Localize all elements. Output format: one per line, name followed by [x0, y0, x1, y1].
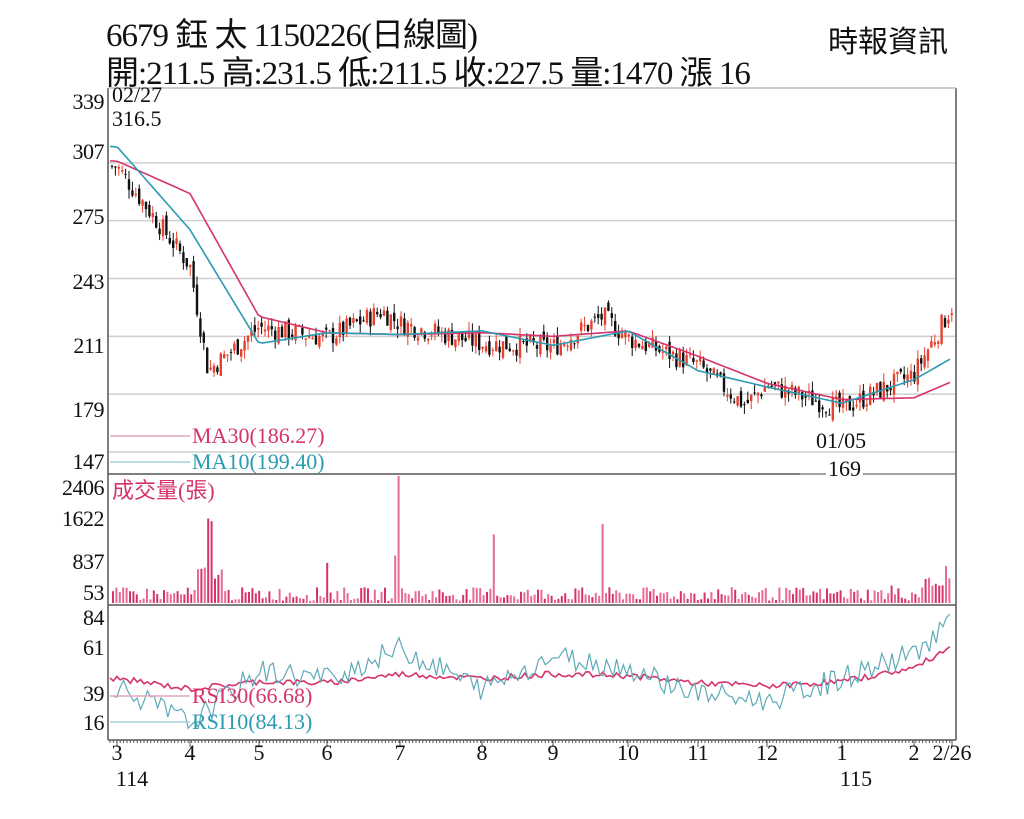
volume-tick-2406: 2406 — [62, 475, 105, 500]
low-marker-date: 01/05 — [816, 428, 867, 453]
price-tick-243: 243 — [72, 269, 105, 294]
rsi-tick-61: 61 — [83, 635, 105, 660]
price-tick-339: 339 — [72, 89, 105, 114]
volume-title: 成交量(張) — [112, 478, 215, 503]
x-tick-last-date: 2/26 — [932, 740, 972, 765]
legend-rsi30: RSI30(66.68) — [192, 683, 313, 708]
high-marker-value: 316.5 — [112, 106, 162, 131]
volume-tick-837: 837 — [72, 549, 105, 574]
ma30-line — [110, 160, 951, 401]
high-marker-date: 02/27 — [112, 82, 163, 107]
rsi-tick-16: 16 — [83, 710, 105, 735]
legend-rsi10: RSI10(84.13) — [192, 709, 313, 734]
price-tick-275: 275 — [72, 204, 105, 229]
x-tick-sep: 9 — [547, 740, 559, 765]
volume-bars — [112, 476, 951, 603]
rsi-tick-39: 39 — [83, 681, 105, 706]
price-tick-307: 307 — [72, 139, 105, 164]
x-tick-oct: 10 — [617, 740, 639, 765]
ohlc-summary: 開:211.5 高:231.5 低:211.5 收:227.5 量:1470 漲… — [106, 56, 751, 92]
x-tick-aug: 8 — [476, 740, 488, 765]
legend-ma10: MA10(199.40) — [192, 449, 325, 474]
volume-tick-53: 53 — [83, 580, 105, 605]
year-label-114: 114 — [115, 766, 149, 791]
rsi-tick-84: 84 — [83, 605, 105, 630]
x-tick-feb: 2 — [908, 740, 920, 765]
x-tick-nov: 11 — [687, 740, 709, 765]
x-tick-may: 5 — [253, 740, 265, 765]
x-tick-jan: 1 — [836, 740, 848, 765]
x-tick-apr: 4 — [184, 740, 196, 765]
x-tick-dec: 12 — [756, 740, 778, 765]
ma10-line — [110, 145, 951, 405]
x-tick-mar: 3 — [111, 740, 123, 765]
volume-tick-1622: 1622 — [62, 506, 105, 531]
price-tick-179: 179 — [72, 397, 105, 422]
chart-title: 6679 鈺 太 1150226(日線圖) — [106, 18, 478, 54]
price-tick-211: 211 — [73, 333, 104, 358]
x-tick-jun: 6 — [321, 740, 333, 765]
low-marker-value: 169 — [826, 456, 863, 481]
brand-label: 時報資訊 — [828, 26, 948, 59]
rsi10-line — [109, 613, 951, 730]
legend-ma30: MA30(186.27) — [192, 423, 325, 448]
x-tick-jul: 7 — [394, 740, 406, 765]
year-label-115: 115 — [839, 766, 873, 791]
price-tick-147: 147 — [72, 449, 105, 474]
candlesticks — [110, 164, 953, 423]
